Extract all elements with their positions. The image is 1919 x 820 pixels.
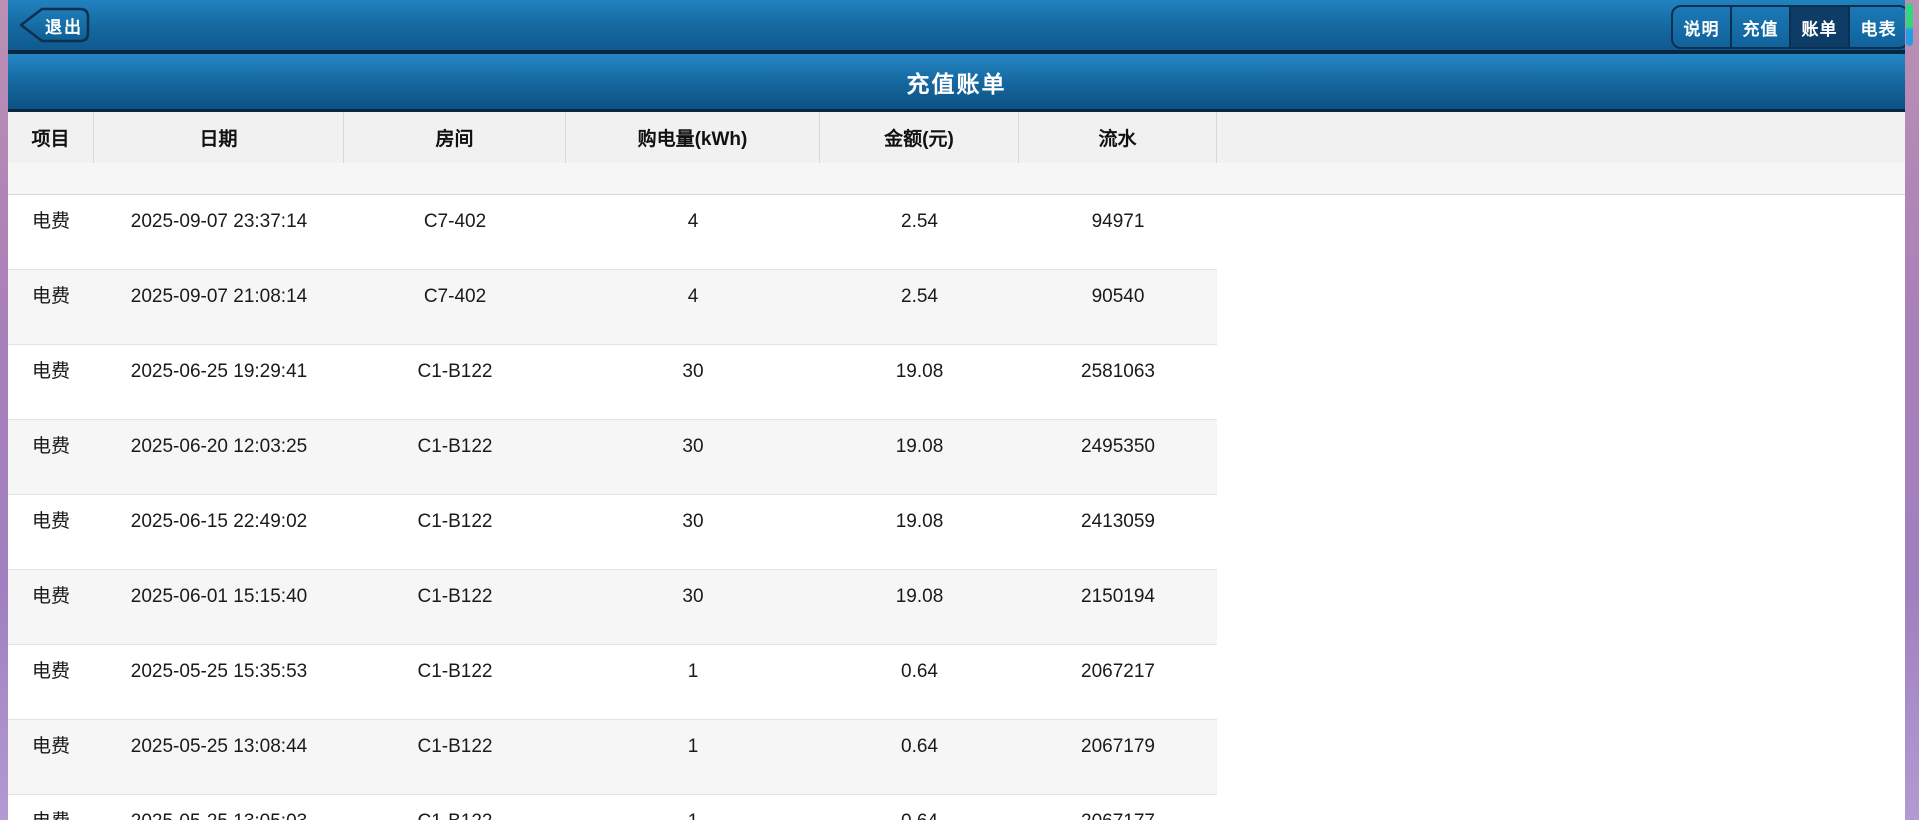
title-bar: 充值账单 xyxy=(8,54,1905,112)
table-header-spacer xyxy=(8,163,1905,195)
cell-room: C1-B122 xyxy=(417,586,493,607)
cell-serial: 2067179 xyxy=(1081,736,1155,757)
table-row: 电费 2025-06-15 22:49:02 C1-B122 30 19.08 24130… xyxy=(8,495,1217,570)
cell-item: 电费 xyxy=(31,736,70,757)
cell-room: C1-B122 xyxy=(417,361,493,382)
cell-kwh: 30 xyxy=(682,436,704,457)
cell-serial: 90540 xyxy=(1091,286,1145,307)
back-exit-label: 退出 xyxy=(45,17,83,37)
cell-serial: 2581063 xyxy=(1081,361,1155,382)
top-navigation-bar: 退出 说明 充值 账单 电表 xyxy=(8,0,1905,54)
cell-kwh: 30 xyxy=(682,586,704,607)
cell-item: 电费 xyxy=(31,511,70,532)
cell-amount: 0.64 xyxy=(820,795,1019,820)
nav-button-group: 说明 充值 账单 电表 xyxy=(1671,5,1905,49)
cell-date: 2025-05-25 15:35:53 xyxy=(130,661,308,682)
cell-amount: 19.08 xyxy=(895,361,944,382)
nav-button-recharge[interactable]: 充值 xyxy=(1730,7,1789,47)
cell-item: 电费 xyxy=(31,436,70,457)
cell-room: C1-B122 xyxy=(417,511,493,532)
cell-room: C7-402 xyxy=(423,211,487,232)
cell-serial: 2413059 xyxy=(1081,511,1155,532)
cell-item: 电费 xyxy=(8,795,94,820)
table-row: 电费 2025-09-07 21:08:14 C7-402 4 2.54 90540 xyxy=(8,270,1217,345)
column-header-item: 项目 xyxy=(8,112,94,163)
cell-kwh: 4 xyxy=(687,211,699,232)
app-content: 退出 说明 充值 账单 电表 充值账单 项目 日期 房间 购电量(kWh) 金额(元) 流水 电… xyxy=(8,0,1905,820)
cell-amount: 19.08 xyxy=(895,586,944,607)
cell-kwh: 30 xyxy=(682,511,704,532)
back-arrow-icon xyxy=(19,7,90,43)
table-header-row: 项目 日期 房间 购电量(kWh) 金额(元) 流水 xyxy=(8,112,1905,163)
column-header-amount: 金额(元) xyxy=(820,112,1019,163)
cell-item: 电费 xyxy=(31,661,70,682)
column-header-room: 房间 xyxy=(344,112,566,163)
scrollbar-thumb[interactable] xyxy=(1906,3,1913,46)
cell-amount: 19.08 xyxy=(895,436,944,457)
cell-date: 2025-05-25 13:05:03 xyxy=(94,795,344,820)
table-row: 电费 2025-05-25 15:35:53 C1-B122 1 0.64 2067217 xyxy=(8,645,1217,720)
cell-amount: 0.64 xyxy=(901,661,938,682)
cell-date: 2025-06-15 22:49:02 xyxy=(130,511,308,532)
column-header-date: 日期 xyxy=(94,112,344,163)
table-row: 电费 2025-06-25 19:29:41 C1-B122 30 19.08 25810… xyxy=(8,345,1217,420)
cell-date: 2025-06-01 15:15:40 xyxy=(130,586,308,607)
column-header-kwh: 购电量(kWh) xyxy=(566,112,820,163)
table-row: 电费 2025-05-25 13:08:44 C1-B122 1 0.64 2067179 xyxy=(8,720,1217,795)
cell-serial: 2067177 xyxy=(1019,795,1217,820)
nav-button-bills[interactable]: 账单 xyxy=(1789,7,1848,47)
cell-kwh: 30 xyxy=(682,361,704,382)
nav-button-meter[interactable]: 电表 xyxy=(1848,7,1905,47)
cell-kwh: 4 xyxy=(687,286,699,307)
cell-date: 2025-09-07 21:08:14 xyxy=(130,286,308,307)
column-header-serial: 流水 xyxy=(1019,112,1217,163)
cell-room: C7-402 xyxy=(423,286,487,307)
cell-kwh: 1 xyxy=(687,736,699,757)
cell-amount: 0.64 xyxy=(901,736,938,757)
back-exit-button[interactable]: 退出 xyxy=(18,6,92,44)
cell-serial: 2150194 xyxy=(1081,586,1155,607)
table-row: 电费 2025-06-20 12:03:25 C1-B122 30 19.08 24953… xyxy=(8,420,1217,495)
cell-amount: 19.08 xyxy=(895,511,944,532)
cell-date: 2025-06-20 12:03:25 xyxy=(130,436,308,457)
cell-amount: 2.54 xyxy=(901,211,938,232)
cell-serial: 2495350 xyxy=(1081,436,1155,457)
cell-serial: 2067217 xyxy=(1081,661,1155,682)
cell-room: C1-B122 xyxy=(417,736,493,757)
page-title: 充值账单 xyxy=(906,70,1007,97)
cell-date: 2025-09-07 23:37:14 xyxy=(130,211,308,232)
cell-kwh: 1 xyxy=(566,795,820,820)
cell-kwh: 1 xyxy=(687,661,699,682)
nav-button-instructions[interactable]: 说明 xyxy=(1683,19,1720,39)
cell-item: 电费 xyxy=(31,586,70,607)
cell-room: C1-B122 xyxy=(417,436,493,457)
cell-room: C1-B122 xyxy=(344,795,566,820)
cell-item: 电费 xyxy=(31,211,70,232)
cell-item: 电费 xyxy=(31,286,70,307)
table-row: 电费 2025-09-07 23:37:14 C7-402 4 2.54 94971 xyxy=(8,195,1217,270)
cell-serial: 94971 xyxy=(1091,211,1145,232)
table-row: 电费 2025-06-01 15:15:40 C1-B122 30 19.08 21501… xyxy=(8,570,1217,645)
cell-item: 电费 xyxy=(31,361,70,382)
cell-date: 2025-06-25 19:29:41 xyxy=(130,361,308,382)
table-body: 电费 2025-09-07 23:37:14 C7-402 4 2.54 94971 电费 2… xyxy=(8,195,1217,820)
cell-room: C1-B122 xyxy=(417,661,493,682)
cell-amount: 2.54 xyxy=(901,286,938,307)
cell-date: 2025-05-25 13:08:44 xyxy=(130,736,308,757)
